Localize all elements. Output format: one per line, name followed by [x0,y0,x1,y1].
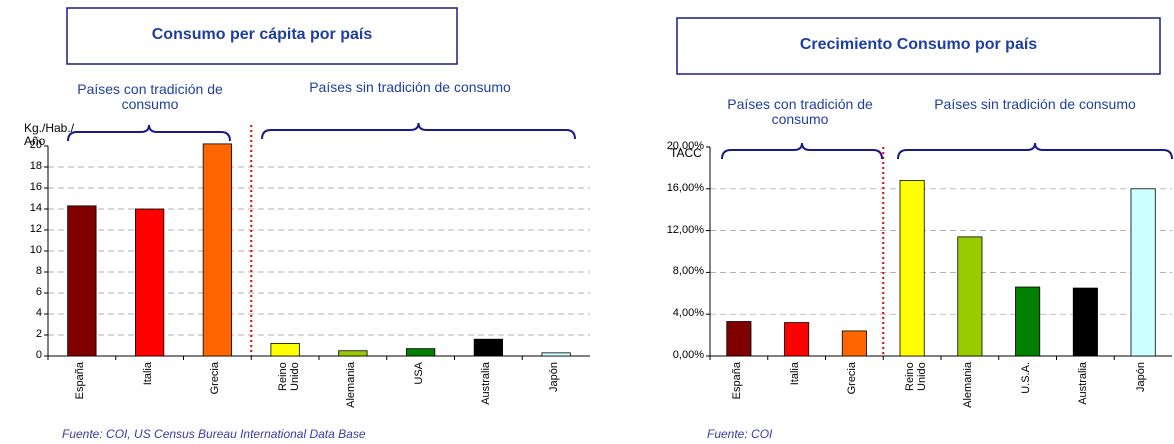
y-tick-label: 12,00% [666,223,704,236]
brace [897,142,1173,160]
bar [957,236,983,357]
bar [134,208,165,357]
group-label: Países sin tradición de consumo [934,96,1136,112]
bar [473,338,504,357]
x-tick-label: España [73,362,86,400]
y-tick-label: 18 [29,160,42,172]
y-tick-label: 0,00% [672,349,704,361]
bar [270,342,300,357]
y-tick-label: 0 [35,349,42,361]
x-tick-label: Alemania [961,362,974,408]
y-tick-label: 4 [35,307,42,319]
bar [202,143,233,357]
title-box [66,7,458,65]
chart-title: Crecimiento Consumo por país [799,36,1038,53]
y-tick-label: 6 [35,286,42,298]
x-tick-label: Grecia [846,362,859,395]
x-tick-label: Reino Unido [904,362,929,391]
bar [1130,188,1156,357]
brace [67,124,231,142]
x-tick-label: Australia [1077,362,1090,405]
group-label: Países sin tradición de consumo [309,79,511,95]
x-tick-label: U.S.A. [1019,362,1032,394]
y-tick-label: 16 [29,181,42,193]
group-label: Países con tradición de consumo [727,96,873,128]
group-label: Países con tradición de consumo [77,81,223,113]
x-tick-label: Italia [141,362,154,386]
bar [1072,287,1098,357]
bar [541,352,571,357]
x-tick-label: Australia [480,362,493,405]
x-tick-label: Grecia [209,362,222,395]
bar [784,322,810,357]
x-tick-label: USA [412,362,425,385]
x-tick-label: Alemania [344,362,357,408]
x-tick-label: Japón [548,362,561,392]
x-tick-label: Japón [1135,362,1148,392]
y-axis-label: TACC [670,146,702,160]
bar [1015,286,1041,357]
y-tick-label: 2 [35,328,42,340]
source-note: Fuente: COI [707,427,773,441]
y-tick-label: 8 [35,265,42,277]
chart-title: Consumo per cápita por país [151,26,373,43]
brace [261,122,576,140]
brace [721,142,883,160]
source-note: Fuente: COI, US Census Bureau Internatio… [62,427,366,441]
y-tick-label: 8,00% [672,265,704,278]
y-tick-label: 20 [29,139,42,151]
y-tick-label: 4,00% [672,307,704,320]
bar [899,180,925,357]
y-tick-label: 16,00% [666,181,704,194]
x-tick-label: Reino Unido [277,362,302,391]
bar [338,350,368,357]
bar [841,330,867,357]
bar [405,348,436,357]
bar [726,321,752,357]
title-box [676,17,1161,75]
y-tick-label: 14 [29,202,42,214]
y-tick-label: 12 [29,223,42,235]
x-tick-label: Italia [788,362,801,386]
y-tick-label: 10 [29,244,42,256]
bar [67,205,97,357]
y-tick-label: 20,00% [666,140,704,152]
x-tick-label: España [730,362,743,400]
y-axis-label: Kg./Hab./ Año [24,121,75,149]
